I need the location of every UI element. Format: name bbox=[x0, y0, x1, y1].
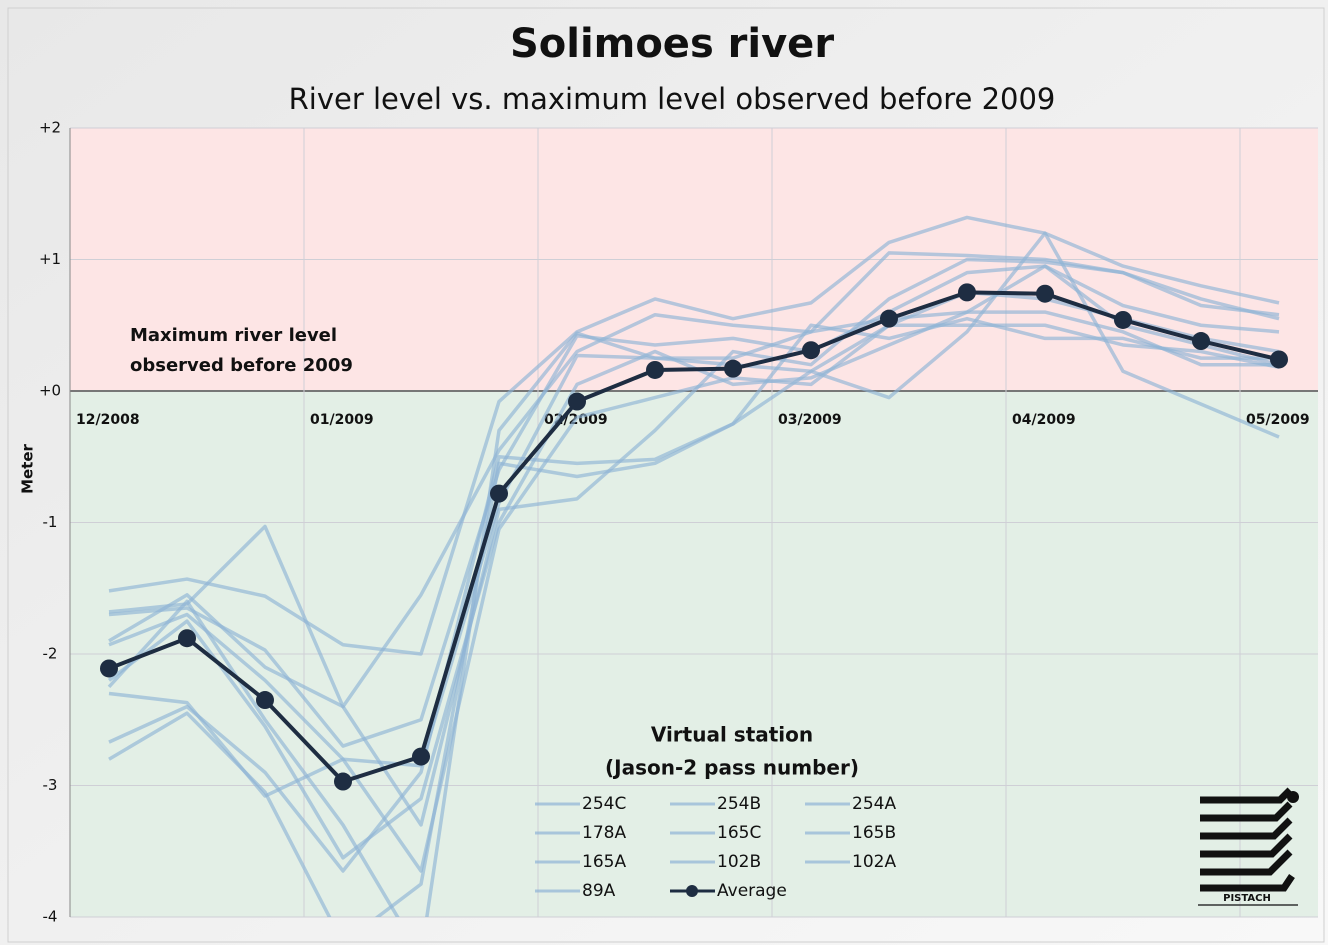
point bbox=[958, 283, 976, 302]
x-tick-label: 01/2009 bbox=[310, 412, 374, 428]
point bbox=[1114, 310, 1132, 329]
legend-marker bbox=[686, 885, 698, 897]
legend-label: 178A bbox=[582, 823, 626, 843]
point bbox=[178, 629, 196, 648]
legend-label: 165C bbox=[717, 823, 761, 843]
x-tick-label: 03/2009 bbox=[778, 412, 842, 428]
point bbox=[880, 309, 898, 328]
y-tick-label: -4 bbox=[43, 908, 58, 926]
point bbox=[802, 341, 820, 360]
series-line bbox=[108, 257, 1280, 827]
chart-subtitle: River level vs. maximum level observed b… bbox=[289, 82, 1056, 116]
y-axis-label: Meter bbox=[19, 443, 37, 493]
point bbox=[412, 747, 430, 766]
legend-label: Average bbox=[717, 881, 787, 901]
series-line bbox=[108, 323, 1280, 873]
legend-label: 102A bbox=[852, 852, 896, 872]
x-tick-label: 05/2009 bbox=[1246, 412, 1310, 428]
average-line bbox=[108, 290, 1280, 784]
y-tick-label: +0 bbox=[39, 382, 61, 400]
legend-title: (Jason-2 pass number) bbox=[605, 756, 859, 780]
legend-label: 254C bbox=[582, 794, 626, 814]
point bbox=[724, 359, 742, 378]
logo-text: PISTACH bbox=[1223, 893, 1271, 904]
legend-label: 102B bbox=[717, 852, 761, 872]
annotation: Maximum river level bbox=[130, 325, 337, 346]
y-tick-label: -2 bbox=[43, 645, 58, 663]
point bbox=[646, 360, 664, 379]
legend-label: 89A bbox=[582, 881, 616, 901]
point bbox=[568, 392, 586, 411]
annotation: observed before 2009 bbox=[130, 355, 353, 376]
point bbox=[100, 659, 118, 678]
y-tick-label: +1 bbox=[39, 250, 61, 268]
series-line bbox=[107, 264, 1280, 917]
series-line bbox=[108, 264, 1280, 748]
x-tick-label: 04/2009 bbox=[1012, 412, 1076, 428]
point bbox=[334, 772, 352, 791]
point bbox=[1270, 350, 1288, 369]
point bbox=[1036, 284, 1054, 303]
chart-title: Solimoes river bbox=[510, 21, 834, 67]
y-tick-label: +2 bbox=[39, 119, 61, 137]
legend-label: 254A bbox=[852, 794, 896, 814]
point bbox=[256, 691, 274, 710]
y-tick-label: -1 bbox=[43, 513, 58, 531]
series-line bbox=[108, 231, 1280, 917]
point bbox=[490, 484, 508, 503]
series-line bbox=[108, 316, 1279, 873]
x-tick-label: 12/2008 bbox=[76, 412, 140, 428]
legend-title: Virtual station bbox=[651, 723, 813, 747]
y-tick-label: -3 bbox=[43, 776, 58, 794]
legend-label: 165A bbox=[582, 852, 626, 872]
logo: PISTACH bbox=[1198, 787, 1299, 906]
legend-label: 254B bbox=[717, 794, 761, 814]
frame bbox=[7, 7, 1325, 943]
point bbox=[1192, 332, 1210, 351]
legend-label: 165B bbox=[852, 823, 896, 843]
